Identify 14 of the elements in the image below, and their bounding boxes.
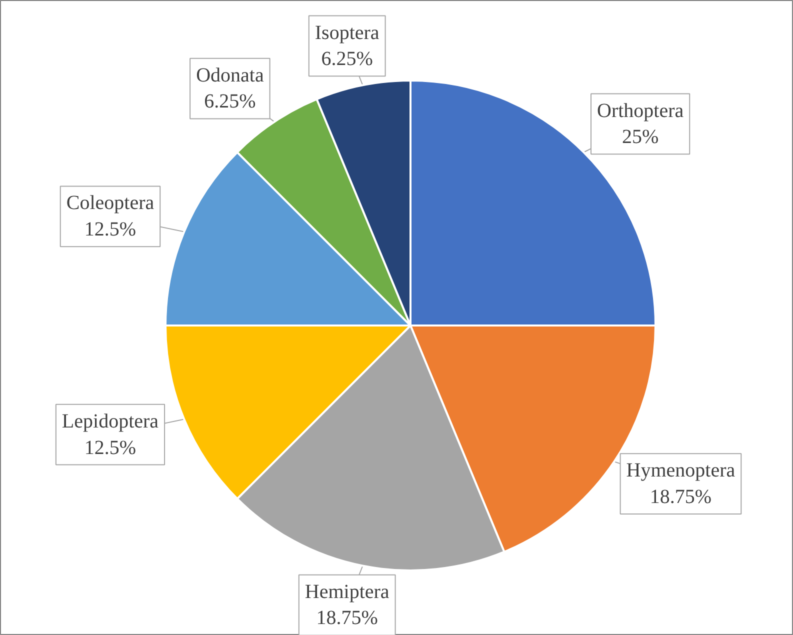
data-label: 25%	[622, 126, 659, 148]
data-label: 12.5%	[84, 218, 136, 241]
slice-label: Coleoptera	[66, 192, 154, 214]
slice-label: Hymenoptera	[626, 460, 736, 482]
slice-label: Odonata	[196, 64, 264, 86]
slice-label: Isoptera	[314, 22, 380, 44]
data-label: 18.75%	[650, 486, 712, 508]
data-label: 18.75%	[316, 607, 378, 630]
slice-label: Orthoptera	[596, 100, 684, 122]
data-label: 12.5%	[84, 436, 136, 459]
data-label: 6.25%	[204, 90, 256, 113]
slice-label: Lepidoptera	[62, 410, 159, 432]
slice-label: Hemiptera	[304, 580, 390, 603]
data-label: 6.25%	[321, 48, 373, 70]
